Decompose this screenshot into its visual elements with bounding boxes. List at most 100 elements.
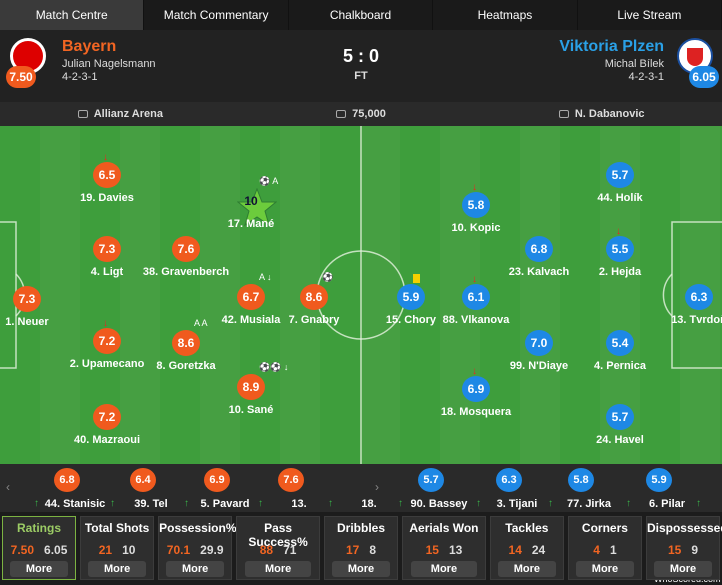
stat-away-value: 13 [448,543,463,557]
player-card[interactable]: 8.6 8. Goretzka A A [146,318,226,380]
tab-match-centre[interactable]: Match Centre [0,0,145,30]
stat-away-value: 8 [369,543,377,557]
more-button[interactable]: More [10,561,68,577]
sub-off-arrow-icon: ↓ [616,226,621,237]
stat-card-dispossessed[interactable]: Dispossessed 15 9 More [645,516,722,580]
more-button[interactable]: More [166,561,224,577]
sub-off-arrow-icon: ↓ [472,366,477,377]
player-card[interactable]: 5.7 44. Holík [580,162,660,212]
stat-values: 15 13 [403,543,485,557]
sub-off-arrow-icon: ↓ [103,318,108,329]
substitute-card[interactable]: 6.3 ↑ 3. Tijani [476,468,546,512]
player-name: 17. Mané [227,218,275,230]
star-icon [237,188,277,226]
player-name: 7. Gnabry [288,314,340,326]
player-card[interactable]: 5.8 10. Kopic ↓ [436,182,516,242]
player-name: 8. Goretzka [156,360,216,372]
stat-card-possession[interactable]: Possession% 70.1 29.9 More [158,516,237,580]
player-card[interactable]: 7.2 2. Upamecano ↓ [67,318,147,378]
tab-live-stream[interactable]: Live Stream [578,0,722,30]
player-name: 99. N'Diaye [509,360,569,372]
player-card[interactable]: 8.9 10. Sané ⚽⚽ ↓ [211,362,291,424]
stat-away-value: 1 [609,543,617,557]
referee: N. Dabanovic [481,108,722,120]
more-button[interactable]: More [88,561,146,577]
more-button[interactable]: More [245,561,311,577]
substitute-card[interactable]: 5.7 ↑ 90. Bassey [398,468,468,512]
stat-card-pass-success[interactable]: Pass Success% 88 71 More [236,516,320,580]
player-card[interactable]: 5.5 2. Hejda ↓ [580,226,660,286]
player-card[interactable]: 7.2 40. Mazraoui [67,404,147,454]
player-card[interactable]: 7.0 99. N'Diaye [499,330,579,380]
substitute-card[interactable]: ↑21 [696,468,722,512]
more-button[interactable]: More [332,561,390,577]
stat-title: Total Shots [84,521,150,535]
tab-heatmaps[interactable]: Heatmaps [433,0,578,30]
player-card[interactable]: 6.5 19. Davies ↓ [67,152,147,212]
sub-on-arrow-icon: ↑ [476,498,481,509]
substitute-card[interactable]: 6.8 ↑ 44. Stanisic [34,468,105,512]
stat-card-ratings[interactable]: Ratings 7.50 6.05 More [2,516,77,580]
substitutes-bar: ‹ › 6.8 ↑ 44. Stanisic 6.4 ↑ 39. Tel 6.9 ↑ 5. Pa… [0,464,722,512]
stat-card-corners[interactable]: Corners 4 1 More [567,516,642,580]
more-button[interactable]: More [654,561,712,577]
substitute-card[interactable]: 5.8 ↑ 77. Jirka [548,468,618,512]
stat-title: Corners [581,521,628,535]
sub-on-arrow-icon: ↑ [184,498,189,509]
chevron-right-icon[interactable]: › [375,480,379,494]
home-team-name[interactable]: Bayern [62,38,117,55]
player-card[interactable]: 5.4 4. Pernica [580,330,660,380]
pitch: 7.3 1. Neuer 6.5 19. Davies ↓ 7.3 4. Ligt 7.2 2.… [0,126,722,584]
stat-values: 88 71 [237,543,319,557]
match-status: FT [354,70,368,82]
chevron-left-icon[interactable]: ‹ [6,480,10,494]
player-rating: 7.3 [93,236,121,262]
more-button[interactable]: More [576,561,634,577]
stat-card-dribbles[interactable]: Dribbles 17 8 More [323,516,399,580]
sub-on-arrow-icon: ↑ [258,498,263,509]
match-event-icons: ⚽ [322,272,334,282]
substitute-rating: 7.6 [278,468,304,492]
tab-match-commentary[interactable]: Match Commentary [144,0,289,30]
player-card[interactable]: 5.9 15. Chory [371,274,451,334]
sub-on-arrow-icon: ↑ [548,498,553,509]
substitute-card[interactable]: 7.6 ↑ 13. [258,468,328,512]
player-card[interactable]: 6.8 23. Kalvach [499,236,579,286]
stat-card-total-shots[interactable]: Total Shots 21 10 More [80,516,155,580]
sub-on-arrow-icon: ↑ [696,498,701,509]
player-card[interactable]: 8.6 7. Gnabry ⚽ [274,272,354,334]
substitute-card[interactable]: 6.9 ↑ 5. Pavard [184,468,254,512]
player-card[interactable]: 6.3 13. Tvrdoň [659,284,722,334]
player-card[interactable]: 6.7 42. Musiala A ↓ [211,272,291,334]
stat-card-aerials-won[interactable]: Aerials Won 15 13 More [402,516,486,580]
home-team-rating: 7.50 [6,66,36,88]
player-rating: 6.5 [93,162,121,188]
substitute-rating: 5.9 [646,468,672,492]
substitute-card[interactable]: 5.9 ↑ 6. Pilar [626,468,696,512]
player-rating: 8.9 [237,374,265,400]
player-card[interactable]: 5.7 24. Havel [580,404,660,454]
stat-card-tackles[interactable]: Tackles 14 24 More [489,516,564,580]
stat-values: 70.1 29.9 [159,543,231,557]
whistle-icon [558,110,569,118]
player-rating: 10 [237,188,277,226]
player-card[interactable]: 7.3 1. Neuer [0,286,67,336]
player-card[interactable]: 7.3 4. Ligt [67,236,147,286]
match-event-icons: ⚽ A [259,176,279,186]
player-card[interactable]: 6.9 18. Mosquera ↓ [436,366,516,426]
substitute-card[interactable]: 6.4 ↑ 39. Tel [110,468,180,512]
away-formation: 4-2-3-1 [628,71,664,83]
player-card[interactable]: 6.1 88. Vlkanova ↓ [436,274,516,334]
more-button[interactable]: More [411,561,477,577]
away-team-name[interactable]: Viktoria Plzen [559,38,664,55]
substitute-rating: 5.7 [418,468,444,492]
player-card[interactable]: 10 17. Mané ⚽ A [211,176,291,238]
tab-chalkboard[interactable]: Chalkboard [289,0,434,30]
more-button[interactable]: More [498,561,556,577]
substitute-name: 44. Stanisic [44,498,106,510]
substitute-rating: 6.3 [496,468,522,492]
attendance: 75,000 [241,108,482,120]
player-card[interactable]: 7.6 38. Gravenberch [143,236,229,286]
substitute-card[interactable]: ↑ 18. [328,468,398,512]
stat-title: Tackles [505,521,549,535]
